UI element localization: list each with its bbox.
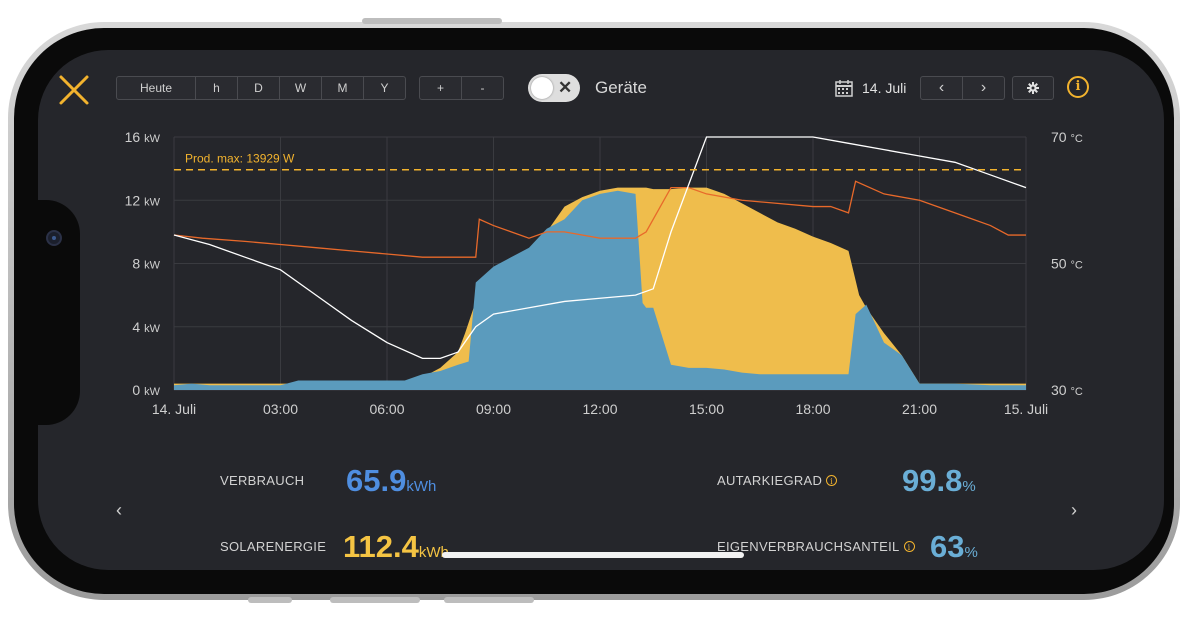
gear-icon xyxy=(1027,82,1039,94)
y-right-tick-label: 70 °C xyxy=(1051,129,1083,145)
settings-wrap xyxy=(1012,76,1054,100)
period-selector: Heute h D W M Y xyxy=(116,76,406,100)
x-tick-label: 15. Juli xyxy=(1004,401,1048,417)
self-consumption-label: EIGENVERBRAUCHSANTEIL i xyxy=(717,539,915,554)
x-tick-label: 03:00 xyxy=(263,401,298,417)
self-consumption-value: 63% xyxy=(930,529,978,564)
y-left-unit: kW xyxy=(144,323,161,335)
y-right-unit: °C xyxy=(1070,260,1082,272)
y-left-unit: kW xyxy=(144,133,161,145)
calendar-icon[interactable] xyxy=(835,79,853,97)
y-right-unit: °C xyxy=(1070,386,1082,398)
date-label[interactable]: 14. Juli xyxy=(862,80,907,96)
consumption-label: VERBRAUCH xyxy=(220,473,305,488)
period-month-button[interactable]: M xyxy=(321,76,364,100)
x-tick-label: 15:00 xyxy=(689,401,724,417)
x-tick-label: 09:00 xyxy=(476,401,511,417)
y-left-unit: kW xyxy=(144,196,161,208)
date-navigation: ‹ › xyxy=(920,76,1005,100)
autarky-label: AUTARKIEGRAD i xyxy=(717,473,838,488)
x-tick-label: 18:00 xyxy=(795,401,830,417)
prev-page-arrow[interactable]: ‹ xyxy=(116,500,122,520)
solar-energy-value: 112.4kWh xyxy=(343,529,449,564)
x-tick-label: 21:00 xyxy=(902,401,937,417)
consumption-value: 65.9kWh xyxy=(346,463,437,498)
toggle-knob xyxy=(531,77,553,99)
y-left-tick-label: 8 kW xyxy=(132,256,160,272)
toggle-off-icon: ✕ xyxy=(558,78,573,97)
energy-chart: Prod. max: 13929 W 0 kW 4 kW 8 kW 12 kW 16 kW… xyxy=(125,129,1083,417)
close-button[interactable] xyxy=(56,72,92,108)
period-today-button[interactable]: Heute xyxy=(116,76,196,100)
next-page-arrow[interactable]: › xyxy=(1071,500,1077,520)
solar-energy-label: SOLARENERGIE xyxy=(220,539,327,554)
close-icon xyxy=(59,75,89,105)
y-left-unit: kW xyxy=(144,260,161,272)
info-button[interactable]: i xyxy=(1067,76,1089,98)
app-screen: Heute h D W M Y + - ✕ Geräte 14. Juli ‹ … xyxy=(38,50,1164,570)
prod-max-label: Prod. max: 13929 W xyxy=(185,152,295,166)
y-left-tick-label: 0 kW xyxy=(132,382,160,398)
autarky-info-icon[interactable]: i xyxy=(826,475,838,486)
consumption-area xyxy=(174,190,1026,390)
front-camera xyxy=(46,230,62,246)
devices-label: Geräte xyxy=(595,78,647,97)
y-left-unit: kW xyxy=(144,386,161,398)
y-left-tick-label: 12 kW xyxy=(125,192,161,208)
next-day-button[interactable]: › xyxy=(962,76,1005,100)
temperature-line-orange xyxy=(173,180,1026,258)
front-camera-housing xyxy=(38,200,80,425)
y-left-tick-label: 16 kW xyxy=(125,129,161,145)
devices-toggle[interactable]: ✕ xyxy=(528,74,580,102)
x-tick-label: 14. Juli xyxy=(152,401,196,417)
self-consumption-info-icon[interactable]: i xyxy=(903,541,915,552)
settings-button[interactable] xyxy=(1012,76,1054,100)
x-tick-label: 12:00 xyxy=(582,401,617,417)
side-button xyxy=(330,597,420,603)
zoom-out-button[interactable]: - xyxy=(461,76,504,100)
period-day-button[interactable]: D xyxy=(237,76,280,100)
y-left-tick-label: 4 kW xyxy=(132,319,160,335)
home-indicator[interactable] xyxy=(442,552,744,558)
period-year-button[interactable]: Y xyxy=(363,76,406,100)
autarky-value: 99.8% xyxy=(902,463,976,498)
side-button xyxy=(444,597,534,603)
volume-button xyxy=(362,18,502,24)
y-right-unit: °C xyxy=(1070,133,1082,145)
y-right-tick-label: 50 °C xyxy=(1051,256,1083,272)
side-button xyxy=(248,597,292,603)
period-week-button[interactable]: W xyxy=(279,76,322,100)
x-tick-label: 06:00 xyxy=(369,401,404,417)
temperature-line-white xyxy=(173,136,1027,360)
y-right-tick-label: 30 °C xyxy=(1051,382,1083,398)
zoom-selector: + - xyxy=(419,76,504,100)
prev-day-button[interactable]: ‹ xyxy=(920,76,963,100)
